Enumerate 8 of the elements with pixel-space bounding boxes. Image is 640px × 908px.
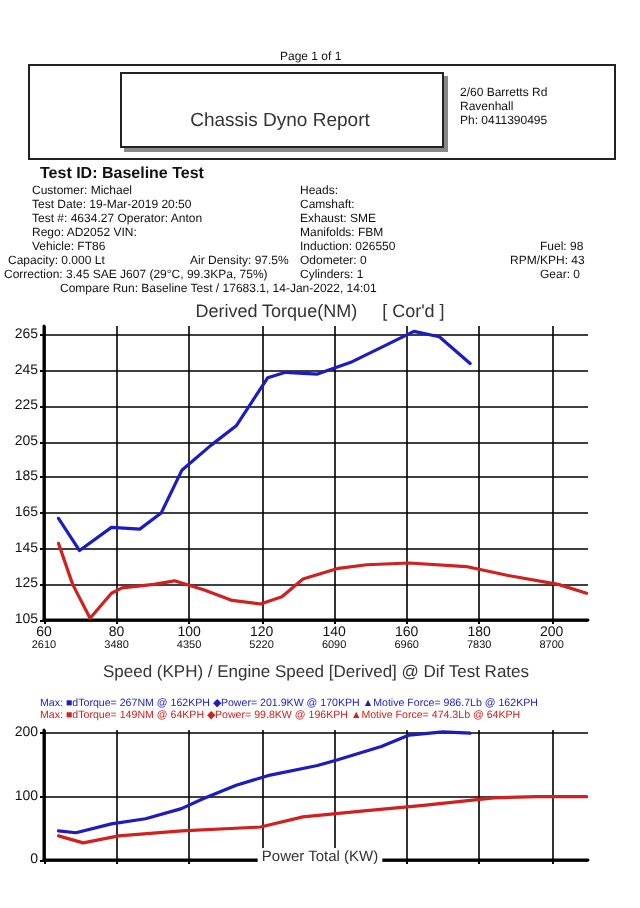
- x-axis-title: Speed (KPH) / Engine Speed [Derived] @ Dif Test Rates: [102, 660, 530, 681]
- text: Test ID: Baseline Test: [40, 164, 204, 182]
- text: Chassis Dyno Report: [188, 110, 372, 132]
- line-series: [56, 329, 472, 553]
- line-series: [56, 730, 472, 835]
- line-series: [56, 794, 589, 845]
- line-series: [56, 541, 589, 620]
- chart-title: Derived Torque(NM) [ Cor'd ]: [195, 301, 445, 321]
